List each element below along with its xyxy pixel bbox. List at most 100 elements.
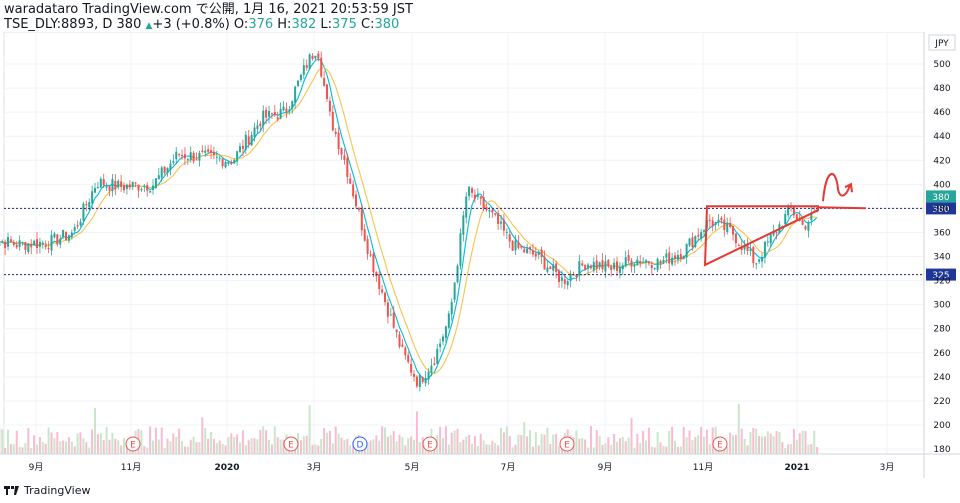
candle-body bbox=[401, 344, 404, 347]
volume-bar bbox=[691, 440, 694, 454]
candle-body bbox=[665, 253, 668, 258]
candle-body bbox=[175, 151, 178, 160]
candle-body bbox=[671, 257, 674, 265]
candle-body bbox=[526, 248, 529, 254]
volume-bar bbox=[413, 439, 416, 454]
candle-body bbox=[94, 188, 97, 193]
volume-bar bbox=[62, 440, 65, 454]
price-tick-label: 340 bbox=[933, 253, 950, 263]
volume-bar bbox=[50, 432, 53, 454]
candle-body bbox=[613, 262, 616, 270]
volume-bar bbox=[807, 444, 810, 454]
candle-body bbox=[337, 132, 340, 150]
candle-body bbox=[270, 113, 273, 115]
volume-bar bbox=[746, 445, 749, 454]
candle-body bbox=[520, 245, 523, 248]
candle-body bbox=[737, 245, 740, 247]
volume-bar bbox=[96, 434, 99, 454]
candle-body bbox=[276, 117, 279, 120]
candle-body bbox=[616, 261, 619, 271]
volume-bar bbox=[94, 407, 97, 454]
volume-bar bbox=[679, 446, 682, 454]
event-marker bbox=[352, 436, 368, 452]
volume-bar bbox=[708, 444, 711, 454]
candle-body bbox=[476, 194, 479, 197]
volume-bar bbox=[792, 428, 795, 454]
volume-bar bbox=[117, 440, 120, 454]
candle-body bbox=[378, 274, 381, 290]
candle-body bbox=[488, 210, 491, 212]
volume-bar bbox=[334, 426, 337, 454]
candle-body bbox=[790, 206, 793, 208]
candle-body bbox=[389, 314, 392, 316]
price-tick-label: 400 bbox=[933, 180, 950, 190]
candle-body bbox=[96, 187, 99, 189]
candle-body bbox=[549, 266, 552, 270]
time-axis[interactable]: 9月 11月 2020 3月 5月 7月 9月 11月 2021 3月 bbox=[0, 453, 960, 473]
volume-bar bbox=[375, 435, 378, 454]
candle-body bbox=[215, 156, 218, 158]
trend-drawing[interactable] bbox=[703, 172, 867, 267]
time-tick-label: 9月 bbox=[598, 462, 613, 473]
volume-bar bbox=[598, 436, 601, 454]
volume-bar bbox=[798, 433, 801, 454]
candle-body bbox=[502, 219, 505, 231]
candle-body bbox=[679, 254, 682, 259]
candle-body bbox=[117, 180, 120, 188]
level-badge bbox=[926, 268, 956, 281]
time-tick-label: 3月 bbox=[307, 462, 322, 473]
volume-bar bbox=[169, 441, 172, 454]
candle-body bbox=[67, 235, 70, 241]
volume-bar bbox=[627, 437, 630, 454]
candle-body bbox=[633, 264, 636, 267]
volume-bar bbox=[618, 438, 621, 454]
candle-body bbox=[517, 242, 520, 248]
candle-body bbox=[674, 255, 677, 259]
horizontal-levels[interactable]: 380 325 380 bbox=[4, 190, 956, 281]
candle-body bbox=[555, 263, 558, 272]
level-badge-label: 325 bbox=[932, 271, 949, 281]
candle-body bbox=[610, 266, 613, 271]
volume-bar bbox=[328, 430, 331, 454]
volume-bar bbox=[415, 411, 418, 454]
candle-body bbox=[647, 261, 650, 264]
candle-body bbox=[4, 242, 7, 249]
last-price-badge bbox=[926, 190, 956, 203]
candle-body bbox=[700, 232, 703, 239]
candle-body bbox=[717, 219, 720, 223]
candle-body bbox=[563, 279, 566, 284]
candle-body bbox=[239, 146, 242, 153]
volume-bar bbox=[816, 446, 819, 454]
volume-bar bbox=[497, 445, 500, 454]
candle-body bbox=[761, 257, 764, 262]
candle-body bbox=[82, 203, 85, 221]
candle-body bbox=[618, 267, 621, 273]
price-tick-label: 380 bbox=[933, 204, 950, 214]
candle-body bbox=[781, 225, 784, 227]
footer-brand: TradingView bbox=[24, 484, 91, 497]
price-chart[interactable]: 380 325 380 E E D E E E JPY 180 200 220 240 260 280 30… bbox=[0, 32, 960, 478]
price-tick-label: 320 bbox=[933, 277, 950, 287]
volume-bar bbox=[418, 442, 421, 454]
candle-body bbox=[703, 230, 706, 232]
event-marker bbox=[559, 436, 575, 452]
candle-body bbox=[259, 123, 262, 127]
candle-body bbox=[752, 247, 755, 264]
symbol-label[interactable]: TSE_DLY:8893, D bbox=[4, 17, 113, 32]
candle-body bbox=[241, 145, 244, 149]
candle-body bbox=[650, 265, 653, 269]
time-tick-label: 7月 bbox=[501, 462, 516, 473]
candle-body bbox=[804, 226, 807, 230]
candle-body bbox=[38, 241, 41, 247]
candle-body bbox=[320, 57, 323, 77]
candle-body bbox=[523, 249, 526, 253]
volume-bar bbox=[601, 444, 604, 454]
candle-body bbox=[334, 131, 337, 134]
candle-body bbox=[123, 185, 126, 191]
volume-bar bbox=[587, 447, 590, 454]
volume-bar bbox=[682, 426, 685, 454]
candle-body bbox=[88, 202, 91, 208]
candle-body bbox=[262, 110, 265, 126]
price-axis[interactable]: JPY 180 200 220 240 260 280 300 320 340 360 380 400 4… bbox=[923, 32, 956, 478]
candle-body bbox=[15, 244, 18, 248]
